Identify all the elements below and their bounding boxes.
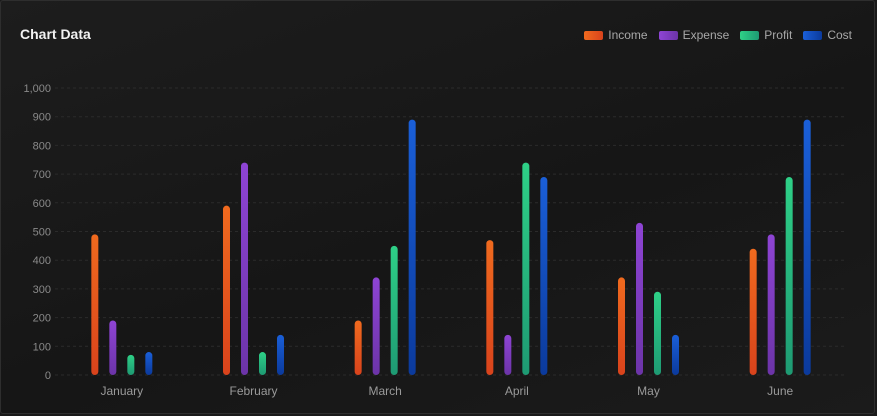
y-tick-label: 900 [33, 112, 51, 124]
bar-cost-march[interactable] [408, 119, 416, 375]
bar-income-may[interactable] [618, 277, 625, 375]
legend-label: Expense [682, 28, 730, 42]
bar-cost-february[interactable] [277, 334, 284, 375]
legend-item-income[interactable]: Income [584, 28, 648, 42]
y-tick-label: 1,000 [23, 83, 51, 95]
bar-cost-may[interactable] [672, 334, 679, 375]
bar-income-april[interactable] [486, 240, 494, 375]
legend-swatch [584, 30, 604, 40]
legend-label: Income [608, 28, 648, 42]
bar-expense-june[interactable] [767, 234, 775, 375]
y-tick-label: 800 [33, 140, 51, 152]
bar-profit-april[interactable] [522, 162, 530, 375]
chart-title: Chart Data [20, 26, 91, 42]
chart-legend: Income Expense Profit Cost [573, 28, 852, 42]
x-tick-label: June [767, 384, 793, 398]
bar-income-june[interactable] [749, 248, 757, 375]
bar-expense-january[interactable] [109, 320, 117, 375]
legend-label: Profit [764, 28, 793, 42]
bar-cost-june[interactable] [803, 119, 811, 375]
y-tick-label: 0 [45, 370, 51, 382]
bar-income-february[interactable] [223, 205, 230, 375]
y-tick-label: 700 [33, 169, 51, 181]
legend-swatch [740, 30, 760, 40]
legend-item-profit[interactable]: Profit [740, 28, 792, 42]
x-tick-label: May [637, 384, 660, 398]
y-tick-label: 500 [33, 227, 51, 239]
bar-income-march[interactable] [354, 320, 362, 375]
bar-cost-january[interactable] [145, 352, 153, 375]
y-tick-label: 100 [33, 341, 51, 353]
y-tick-label: 300 [33, 284, 51, 296]
bar-profit-january[interactable] [127, 354, 135, 375]
bar-profit-february[interactable] [259, 352, 266, 375]
y-tick-label: 400 [33, 255, 51, 267]
bar-expense-march[interactable] [372, 277, 380, 375]
bar-expense-february[interactable] [241, 162, 248, 375]
legend-item-cost[interactable]: Cost [803, 28, 852, 42]
x-tick-label: March [368, 384, 401, 398]
bar-expense-may[interactable] [636, 222, 643, 375]
x-tick-label: January [100, 384, 143, 398]
legend-swatch [658, 30, 678, 40]
bar-profit-may[interactable] [654, 291, 661, 375]
bar-income-january[interactable] [91, 234, 99, 375]
y-tick-label: 200 [33, 313, 51, 325]
x-tick-label: April [505, 384, 529, 398]
bar-profit-march[interactable] [390, 245, 398, 375]
legend-item-expense[interactable]: Expense [658, 28, 730, 42]
bar-expense-april[interactable] [504, 334, 512, 375]
bar-cost-april[interactable] [540, 176, 548, 375]
y-tick-label: 600 [33, 198, 51, 210]
x-tick-label: February [229, 384, 277, 398]
legend-label: Cost [827, 28, 852, 42]
legend-swatch [803, 30, 823, 40]
bar-profit-june[interactable] [785, 176, 793, 375]
